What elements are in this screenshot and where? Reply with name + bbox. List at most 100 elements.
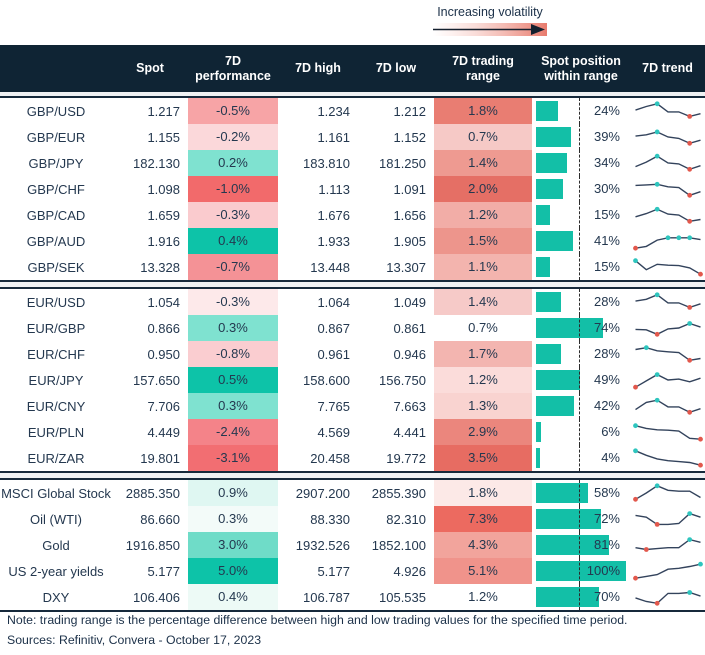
spot-value: 182.130 — [133, 155, 180, 171]
table-row: EUR/ZAR 19.801 -3.1% 20.458 19.772 3.5% 4% — [0, 445, 705, 471]
asset-label: GBP/CAD — [26, 207, 86, 223]
position-label: 74% — [593, 320, 620, 335]
trend-low-dot — [686, 409, 692, 415]
position-bar — [536, 153, 567, 173]
table-row: US 2-year yields 5.177 5.0% 5.177 4.926 5.1% 1… — [0, 558, 705, 584]
spot-value: 1916.850 — [125, 537, 180, 553]
trading-range-cell: 5.1% — [434, 558, 532, 584]
trend-cell — [630, 393, 705, 419]
high-value: 88.330 — [310, 511, 350, 527]
trend-cell — [630, 480, 705, 506]
trading-range-cell: 0.7% — [434, 315, 532, 341]
trend-low-dot — [697, 436, 703, 442]
trend-high-dot — [632, 258, 638, 264]
trading-range-cell: 0.7% — [434, 124, 532, 150]
position-bar — [536, 344, 562, 364]
high-value: 20.458 — [310, 450, 350, 466]
table-row: EUR/USD 1.054 -0.3% 1.064 1.049 1.4% 28% — [0, 289, 705, 315]
trading-range-cell: 1.2% — [434, 202, 532, 228]
performance-cell: -2.4% — [188, 419, 278, 445]
trend-cell — [630, 341, 705, 367]
trend-cell — [630, 315, 705, 341]
spot-value: 1.155 — [147, 129, 180, 145]
performance-cell: -0.2% — [188, 124, 278, 150]
performance-cell: 0.9% — [188, 480, 278, 506]
position-bar — [536, 179, 563, 199]
asset-group-1: EUR/USD 1.054 -0.3% 1.064 1.049 1.4% 28% EUR/GB… — [0, 287, 705, 473]
trend-sparkline — [632, 423, 703, 442]
spot-position-cell: 39% — [532, 124, 630, 150]
table-row: EUR/CNY 7.706 0.3% 7.765 7.663 1.3% 42% — [0, 393, 705, 419]
trend-low-dot — [686, 192, 692, 198]
volatility-legend: Increasing volatility — [433, 5, 547, 36]
performance-cell: 0.4% — [188, 228, 278, 254]
low-value: 1.212 — [393, 103, 426, 119]
position-label: 15% — [593, 259, 620, 274]
performance-cell: 0.5% — [188, 367, 278, 393]
low-value: 0.861 — [393, 320, 426, 336]
spot-value: 19.801 — [140, 450, 180, 466]
trading-range-cell: 3.5% — [434, 445, 532, 471]
table-row: GBP/AUD 1.916 0.4% 1.933 1.905 1.5% 41% — [0, 228, 705, 254]
asset-label: GBP/CHF — [27, 181, 85, 197]
asset-label: EUR/CNY — [26, 398, 86, 414]
high-value: 13.448 — [310, 259, 350, 275]
low-value: 4.926 — [393, 563, 426, 579]
trend-high-dot — [686, 537, 692, 542]
spot-position-cell: 58% — [532, 480, 630, 506]
trading-range-cell: 1.4% — [434, 289, 532, 315]
asset-label: Gold — [42, 537, 70, 553]
trading-range-cell: 7.3% — [434, 506, 532, 532]
column-header-1: Spot — [136, 61, 164, 76]
column-header-5: 7D trading range — [452, 54, 514, 83]
trading-range-cell: 1.1% — [434, 254, 532, 280]
high-value: 1.676 — [317, 207, 350, 223]
trend-sparkline — [634, 321, 701, 337]
trend-high-dot — [632, 423, 638, 429]
trend-sparkline — [634, 537, 701, 552]
position-label: 24% — [593, 103, 620, 118]
trend-cell — [630, 419, 705, 445]
position-label: 28% — [593, 346, 620, 361]
table-body: GBP/USD 1.217 -0.5% 1.234 1.212 1.8% 24% GBP/EU… — [0, 96, 705, 612]
table-row: GBP/SEK 13.328 -0.7% 13.448 13.307 1.1% 15% — [0, 254, 705, 280]
position-label: 81% — [593, 537, 620, 552]
performance-cell: -0.5% — [188, 98, 278, 124]
spot-value: 157.650 — [133, 372, 180, 388]
legend-label: Increasing volatility — [437, 5, 543, 19]
trend-high-dot — [654, 101, 660, 107]
high-value: 1.161 — [317, 129, 350, 145]
trend-high-dot — [654, 153, 660, 159]
spot-position-cell: 24% — [532, 98, 630, 124]
trend-high-dot — [654, 206, 660, 212]
performance-cell: -3.1% — [188, 445, 278, 471]
asset-label: GBP/JPY — [28, 155, 84, 171]
table-row: Gold 1916.850 3.0% 1932.526 1852.100 4.3% 81% — [0, 532, 705, 558]
trend-high-dot — [686, 590, 692, 595]
trading-range-cell: 4.3% — [434, 532, 532, 558]
trend-low-dot — [632, 496, 638, 502]
low-value: 19.772 — [386, 450, 426, 466]
data-table: Spot 7D performance 7D high 7D low 7D tradin… — [0, 45, 705, 612]
trend-high-dot — [654, 483, 660, 489]
spot-value: 1.054 — [147, 294, 180, 310]
trend-cell — [630, 202, 705, 228]
asset-group-2: MSCI Global Stock 2885.350 0.9% 2907.200 285… — [0, 478, 705, 612]
spot-value: 1.916 — [147, 233, 180, 249]
trend-high-dot — [654, 372, 660, 377]
position-label: 49% — [593, 372, 620, 387]
high-value: 183.810 — [303, 155, 350, 171]
trading-range-cell: 1.8% — [434, 98, 532, 124]
trend-cell — [630, 289, 705, 315]
low-value: 156.750 — [379, 372, 426, 388]
table-row: GBP/JPY 182.130 0.2% 183.810 181.250 1.4% 34% — [0, 150, 705, 176]
column-header-4: 7D low — [375, 61, 417, 76]
high-value: 1.933 — [317, 233, 350, 249]
sources-text: Sources: Refinitiv, Convera - October 17… — [7, 633, 262, 647]
note-text: Note: trading range is the percentage di… — [7, 613, 628, 627]
column-header-7: 7D trend — [642, 61, 693, 76]
table-row: DXY 106.406 0.4% 106.787 105.535 1.2% 70% — [0, 584, 705, 610]
asset-label: GBP/USD — [26, 103, 86, 119]
spot-position-cell: 6% — [532, 419, 630, 445]
position-label: 4% — [601, 450, 620, 465]
